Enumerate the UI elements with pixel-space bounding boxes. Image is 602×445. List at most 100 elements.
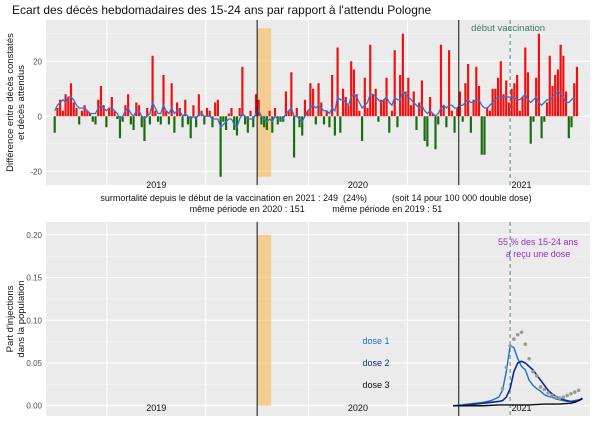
bar bbox=[203, 116, 206, 125]
bar bbox=[317, 83, 320, 117]
bar bbox=[214, 102, 217, 117]
bar bbox=[301, 116, 304, 136]
bar bbox=[192, 105, 195, 117]
bar bbox=[360, 116, 364, 141]
bar bbox=[99, 86, 103, 117]
bar bbox=[556, 69, 560, 117]
bar bbox=[529, 116, 532, 144]
bottom-year-separators bbox=[256, 222, 511, 416]
bar bbox=[254, 94, 258, 117]
bar bbox=[260, 116, 263, 125]
bar bbox=[61, 110, 64, 117]
bar bbox=[537, 33, 540, 117]
bar bbox=[545, 102, 549, 117]
bar bbox=[570, 116, 573, 128]
bar bbox=[475, 66, 478, 117]
bar bbox=[88, 113, 92, 117]
bar bbox=[483, 116, 486, 155]
bar bbox=[472, 99, 475, 117]
bar bbox=[320, 102, 323, 117]
bar bbox=[140, 116, 143, 128]
bar bbox=[562, 55, 565, 117]
top-ylabel-line-1: Différence entre décès constatés bbox=[5, 33, 16, 172]
bottom-panel-background bbox=[46, 222, 590, 416]
bar bbox=[295, 108, 298, 117]
dot bbox=[531, 369, 535, 374]
bar bbox=[165, 110, 168, 117]
dot bbox=[504, 365, 509, 370]
bottom-ylabel-line-2: dans la population bbox=[16, 280, 27, 357]
dot bbox=[512, 337, 516, 341]
bar bbox=[423, 116, 426, 141]
dot bbox=[534, 374, 539, 378]
bar bbox=[526, 72, 530, 117]
dot bbox=[553, 395, 558, 400]
dot bbox=[557, 396, 562, 400]
bar bbox=[244, 116, 247, 125]
bar bbox=[162, 75, 165, 117]
bar bbox=[263, 116, 266, 128]
bar bbox=[94, 116, 97, 125]
bar bbox=[78, 116, 81, 125]
bar bbox=[273, 108, 277, 117]
bar bbox=[64, 94, 67, 117]
bar bbox=[129, 116, 132, 125]
series-line-3 bbox=[453, 397, 583, 407]
bar bbox=[502, 94, 505, 117]
dot bbox=[500, 386, 505, 391]
bar bbox=[448, 50, 451, 117]
dot bbox=[565, 393, 569, 398]
top-y-tick-label: 0 bbox=[38, 112, 43, 121]
series-line-1 bbox=[452, 344, 583, 407]
dot bbox=[515, 333, 520, 337]
bar bbox=[276, 116, 279, 125]
bar bbox=[521, 97, 524, 117]
bar bbox=[524, 47, 527, 117]
bar bbox=[72, 102, 75, 117]
bar bbox=[176, 102, 179, 117]
bar bbox=[59, 99, 62, 117]
bar bbox=[350, 61, 353, 117]
bottom-y-tick-label: 0.05 bbox=[26, 359, 42, 368]
bar bbox=[116, 116, 119, 119]
top-year-label: 2021 bbox=[512, 180, 532, 190]
top-y-ticks: -20 0 20 bbox=[30, 57, 42, 176]
bar bbox=[442, 105, 445, 117]
bottom-ylabel-line-1: Part d'injections bbox=[5, 285, 16, 352]
bar bbox=[393, 50, 396, 117]
top-ylabel-line-2: et décès attendus bbox=[16, 65, 27, 140]
bar bbox=[105, 116, 108, 128]
bar bbox=[184, 99, 187, 117]
bar bbox=[341, 88, 345, 117]
bar bbox=[132, 116, 135, 130]
dot bbox=[508, 344, 512, 348]
bar bbox=[551, 86, 554, 117]
bar bbox=[252, 116, 255, 128]
bar bbox=[156, 116, 160, 122]
bar bbox=[110, 97, 113, 117]
bar bbox=[543, 116, 546, 122]
bar bbox=[390, 110, 394, 117]
bottom-year-label: 2021 bbox=[512, 403, 532, 413]
bar bbox=[292, 116, 296, 158]
bar bbox=[148, 116, 151, 125]
bar bbox=[322, 116, 326, 125]
bar bbox=[431, 113, 434, 117]
bar bbox=[159, 116, 162, 125]
bar bbox=[412, 91, 415, 117]
bar bbox=[399, 75, 402, 117]
dot bbox=[550, 393, 554, 398]
bottom-year-label: 2020 bbox=[348, 403, 368, 413]
bar bbox=[230, 108, 233, 117]
bar bbox=[312, 88, 315, 117]
bar bbox=[426, 116, 429, 147]
bar bbox=[108, 108, 111, 117]
bar bbox=[415, 116, 418, 130]
bar bbox=[56, 108, 59, 117]
bar bbox=[143, 116, 146, 141]
dot bbox=[519, 330, 524, 335]
bar bbox=[197, 94, 200, 117]
bar bbox=[380, 99, 383, 117]
dot bbox=[523, 342, 528, 347]
